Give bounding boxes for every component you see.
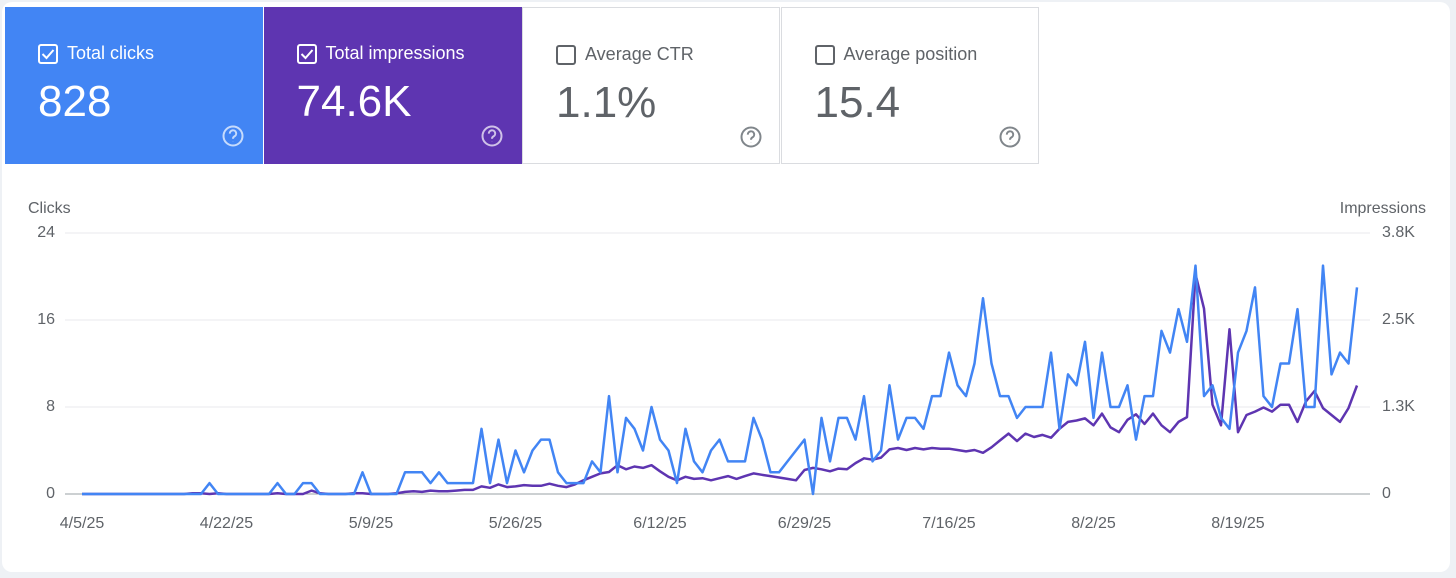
metric-card[interactable]: Total clicks 828 <box>5 7 263 164</box>
card-value: 15.4 <box>814 78 901 127</box>
y-tick-label: 24 <box>37 224 55 241</box>
x-tick-label: 6/12/25 <box>633 515 686 532</box>
metric-card[interactable]: Average position 15.4 <box>780 7 1039 164</box>
y-tick-label: 16 <box>37 311 55 328</box>
help-icon <box>999 126 1020 148</box>
checkmark <box>41 49 55 60</box>
x-tick-label: 5/26/25 <box>489 515 542 532</box>
y-axis-title: Clicks <box>28 200 71 217</box>
card-icons <box>556 45 762 148</box>
card-label: Average position <box>843 44 978 64</box>
help-mark <box>228 129 238 142</box>
x-tick-label: 4/5/25 <box>60 515 105 532</box>
card-value: 828 <box>38 77 112 126</box>
help-mark <box>487 129 496 142</box>
card-value: 1.1% <box>556 78 657 127</box>
help-icon <box>481 125 502 147</box>
checkmark <box>300 49 313 60</box>
y2-tick-label: 3.8K <box>1382 224 1415 241</box>
card-icons <box>814 45 1020 148</box>
card-label: Average CTR <box>585 44 694 64</box>
help-mark <box>746 130 756 143</box>
help-icon <box>222 125 244 147</box>
x-tick-label: 7/16/25 <box>922 515 975 532</box>
card-value: 74.6K <box>296 77 412 126</box>
card-label: Total clicks <box>67 43 155 63</box>
card-label: Total impressions <box>325 43 465 63</box>
card-icons <box>38 44 244 147</box>
x-tick-label: 8/2/25 <box>1071 515 1116 532</box>
checkbox <box>814 45 835 65</box>
y2-axis-title: Impressions <box>1340 200 1426 217</box>
y2-tick-label: 1.3K <box>1382 398 1415 415</box>
metric-card[interactable]: Average CTR 1.1% <box>522 7 780 164</box>
y-tick-label: 0 <box>46 485 55 502</box>
checkbox <box>38 44 58 64</box>
x-tick-label: 8/19/25 <box>1211 515 1264 532</box>
y-tick-label: 8 <box>46 398 55 415</box>
checkbox <box>556 45 576 65</box>
checkbox <box>296 44 317 64</box>
y2-tick-label: 2.5K <box>1382 311 1415 328</box>
help-mark <box>1005 130 1014 143</box>
x-tick-label: 4/22/25 <box>200 515 253 532</box>
help-icon <box>740 126 762 148</box>
series-line <box>82 264 1359 496</box>
x-tick-label: 5/9/25 <box>349 515 394 532</box>
x-tick-label: 6/29/25 <box>778 515 831 532</box>
card-icons <box>296 44 502 147</box>
metric-card[interactable]: Total impressions 74.6K <box>263 7 522 164</box>
series-line <box>82 272 1359 496</box>
y2-tick-label: 0 <box>1382 485 1391 502</box>
